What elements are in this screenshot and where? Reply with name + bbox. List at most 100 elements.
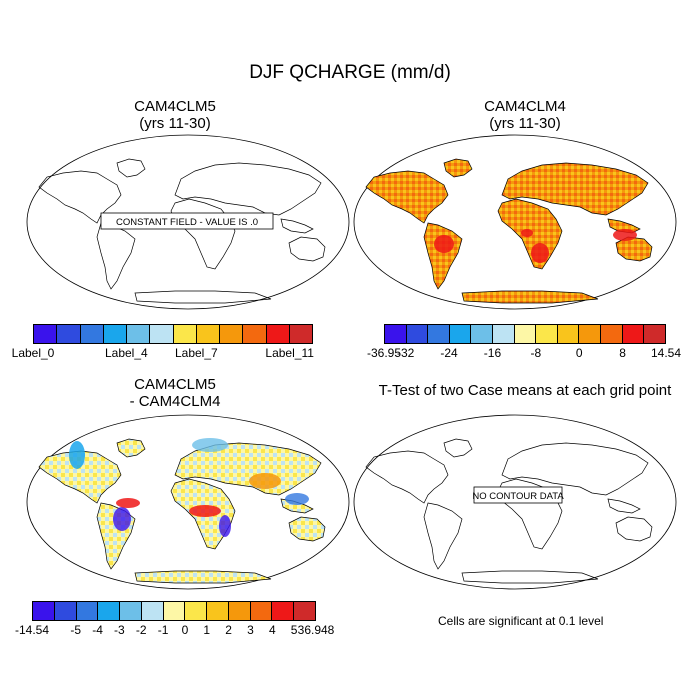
- continent-1: [443, 158, 473, 178]
- cb1-label-1: Label_4: [104, 346, 148, 360]
- cb2-swatch-6: [514, 325, 537, 343]
- cb3-label-7: 1: [203, 623, 211, 637]
- cb3-swatch-2: [76, 602, 99, 620]
- constant-field-text: CONSTANT FIELD - VALUE IS .0: [116, 217, 258, 228]
- cb2-swatch-0: [385, 325, 407, 343]
- panel-3-title-line2: - CAM4CLM4: [129, 393, 221, 410]
- cb3-label-5: -1: [157, 623, 169, 637]
- panel-1-title: CAM4CLM5 (yrs 11-30): [25, 98, 325, 132]
- cb1-swatch-5: [150, 325, 174, 343]
- continent-0: [38, 170, 122, 224]
- cb2-label-1: -32: [397, 346, 415, 360]
- coastlines: [38, 158, 326, 304]
- cb1-label-0: Label_0: [11, 346, 55, 360]
- continent-5: [607, 498, 641, 514]
- panel-2-title: CAM4CLM4 (yrs 11-30): [375, 98, 675, 132]
- panel-2-map: [353, 134, 677, 310]
- cb1-swatch-4: [127, 325, 151, 343]
- cb3-label-8: 2: [225, 623, 232, 637]
- cb1-swatch-8: [220, 325, 244, 343]
- cb2-swatch-1: [406, 325, 429, 343]
- continent-6: [288, 516, 326, 542]
- constant-field-box: [100, 212, 274, 230]
- cb3-label-6: 0: [181, 623, 189, 637]
- cb3-label-4: -2: [135, 623, 147, 637]
- figure-title: DJF QCHARGE (mm/d): [249, 62, 451, 83]
- panel-4-map: NO CONTOUR DATA: [353, 414, 677, 590]
- continent-7: [461, 290, 599, 304]
- cb1-swatch-7: [196, 325, 220, 343]
- continent-7: [134, 570, 272, 584]
- cb3-swatch-8: [207, 602, 229, 620]
- panel-3-title-line1: CAM4CLM5: [134, 376, 216, 393]
- cb2-swatch-12: [644, 325, 665, 343]
- cb3-swatch-1: [54, 602, 77, 620]
- continent-6: [615, 516, 653, 542]
- colorbar-panel-1: [33, 324, 313, 344]
- continent-4: [501, 162, 649, 216]
- continent-1: [443, 438, 473, 458]
- cb2-label-7: 14.54: [650, 346, 682, 360]
- cb1-swatch-1: [57, 325, 81, 343]
- hotspots: [434, 229, 637, 263]
- cb3-label-12: 36.948: [297, 623, 335, 637]
- cb2-swatch-9: [579, 325, 602, 343]
- cb2-swatch-10: [601, 325, 623, 343]
- continent-4: [174, 162, 322, 216]
- cb2-label-6: 8: [619, 346, 626, 360]
- panel-3-title: CAM4CLM5 - CAM4CLM4: [25, 376, 325, 410]
- cb1-swatch-0: [34, 325, 58, 343]
- panel-1-title-line1: CAM4CLM5: [134, 98, 216, 115]
- continent-3: [497, 478, 563, 550]
- continent-2: [96, 222, 136, 290]
- cb3-label-9: 3: [247, 623, 254, 637]
- cb3-swatch-3: [98, 602, 121, 620]
- continent-5: [280, 218, 314, 234]
- cb2-swatch-8: [557, 325, 580, 343]
- panel-1-map: CONSTANT FIELD - VALUE IS .0: [26, 134, 350, 310]
- cb2-swatch-7: [536, 325, 558, 343]
- panel-4-title: T-Test of two Case means at each grid po…: [378, 382, 672, 399]
- panel-3-map: [26, 414, 350, 590]
- cb3-label-11: 5: [290, 623, 298, 637]
- cb3-swatch-4: [120, 602, 142, 620]
- continent-1: [116, 158, 146, 178]
- cb2-swatch-2: [428, 325, 450, 343]
- colorbar-panel-3: [32, 601, 316, 621]
- cb1-swatch-2: [80, 325, 104, 343]
- cb1-swatch-3: [103, 325, 127, 343]
- cb3-swatch-0: [33, 602, 55, 620]
- cb3-swatch-5: [141, 602, 164, 620]
- cb3-swatch-10: [250, 602, 273, 620]
- significance-footnote: Cells are significant at 0.1 level: [438, 614, 604, 628]
- cb1-swatch-11: [289, 325, 312, 343]
- cb2-label-4: -8: [530, 346, 542, 360]
- cb2-swatch-5: [493, 325, 515, 343]
- cb3-label-1: -5: [70, 623, 82, 637]
- cb2-swatch-11: [622, 325, 645, 343]
- panel-1-title-line2: (yrs 11-30): [139, 115, 211, 132]
- no-contour-text: NO CONTOUR DATA: [472, 491, 564, 502]
- cb2-swatch-4: [471, 325, 494, 343]
- panel-2-title-line1: CAM4CLM4: [484, 98, 566, 115]
- cb1-label-2: Label_7: [174, 346, 218, 360]
- coastlines: [365, 438, 653, 584]
- cb3-label-10: 4: [268, 623, 276, 637]
- cb3-label-0: -14.54: [14, 623, 50, 637]
- continent-6: [288, 236, 326, 262]
- continent-5: [607, 218, 641, 234]
- continent-0: [365, 170, 449, 224]
- cb2-label-0: -36.95: [366, 346, 402, 360]
- cb3-swatch-9: [228, 602, 251, 620]
- cb1-swatch-6: [173, 325, 197, 343]
- continent-4: [501, 442, 649, 496]
- cb3-swatch-6: [163, 602, 186, 620]
- continent-0: [365, 450, 449, 504]
- colorbar-panel-2: [384, 324, 666, 344]
- continent-7: [461, 570, 599, 584]
- difference-highlights: [69, 438, 309, 537]
- panel-2-title-line2: (yrs 11-30): [489, 115, 561, 132]
- continent-7: [134, 290, 272, 304]
- cb1-swatch-9: [243, 325, 267, 343]
- cb2-label-5: 0: [575, 346, 583, 360]
